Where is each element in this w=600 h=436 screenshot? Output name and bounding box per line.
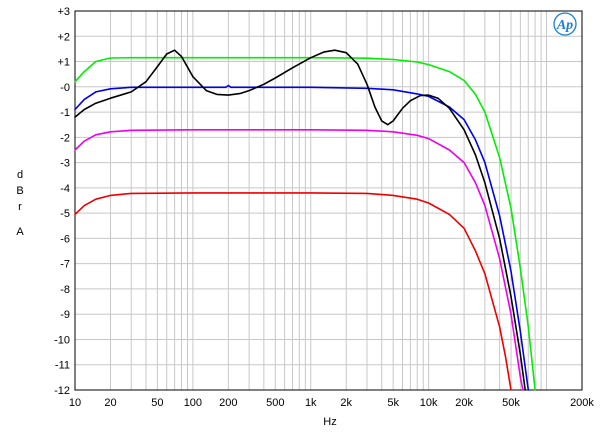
y-axis-label-letter: A <box>16 226 24 238</box>
y-tick-label: +2 <box>57 31 70 43</box>
y-tick-label: -7 <box>60 259 70 271</box>
series-line-4 <box>74 129 524 391</box>
y-tick-label: +3 <box>57 6 70 18</box>
x-tick-label: 50k <box>502 397 520 409</box>
series-line-2 <box>74 84 530 391</box>
y-axis-label-letter: d <box>17 169 23 181</box>
x-axis-label: Hz <box>323 416 336 428</box>
ap-logo-text: Ap <box>556 18 573 33</box>
y-tick-label: -10 <box>54 334 70 346</box>
y-tick-labels: +3 +2 +1 -0 -1 -2 -3 -4 -5 -6 -7 -8 -9 -10 -11 -12 <box>54 6 70 397</box>
x-tick-label: 100 <box>184 397 202 409</box>
y-tick-label: -11 <box>55 360 70 372</box>
y-tick-label: +1 <box>57 57 70 69</box>
x-tick-label: 500 <box>266 397 284 409</box>
series-line-1 <box>74 56 536 391</box>
x-tick-label: 200k <box>570 397 594 409</box>
grid <box>75 11 582 390</box>
y-tick-label: -1 <box>60 107 70 119</box>
y-tick-label: -0 <box>60 82 70 94</box>
x-tick-label: 20k <box>455 397 473 409</box>
x-tick-label: 200 <box>219 397 237 409</box>
y-tick-label: -12 <box>54 385 70 397</box>
x-tick-labels: 10 20 50 100 200 500 1k 2k 5k 10k 20k 50k 200k <box>69 397 595 409</box>
x-tick-label: 1k <box>305 397 317 409</box>
y-tick-label: -6 <box>60 233 70 245</box>
x-tick-label: 50 <box>151 397 163 409</box>
y-axis-label: dBr A <box>16 169 24 238</box>
y-tick-label: -9 <box>60 309 70 321</box>
series-line-3 <box>74 49 526 391</box>
series-group <box>74 49 536 391</box>
x-tick-label: 20 <box>104 397 116 409</box>
x-tick-label: 2k <box>340 397 352 409</box>
y-axis-label-letter: r <box>18 201 22 213</box>
x-tick-label: 5k <box>387 397 399 409</box>
y-tick-label: -3 <box>60 158 70 170</box>
plot-frame <box>74 10 583 391</box>
x-tick-label: 10k <box>420 397 438 409</box>
y-tick-label: -8 <box>60 284 70 296</box>
series-line-5 <box>74 192 512 391</box>
y-tick-label: -4 <box>60 183 70 195</box>
y-tick-label: -2 <box>60 132 70 144</box>
ap-logo: Ap <box>553 12 577 36</box>
x-tick-label: 10 <box>69 397 81 409</box>
ap-logo-icon <box>553 12 577 36</box>
y-tick-label: -5 <box>60 208 70 220</box>
y-axis-label-letter: B <box>16 185 23 197</box>
